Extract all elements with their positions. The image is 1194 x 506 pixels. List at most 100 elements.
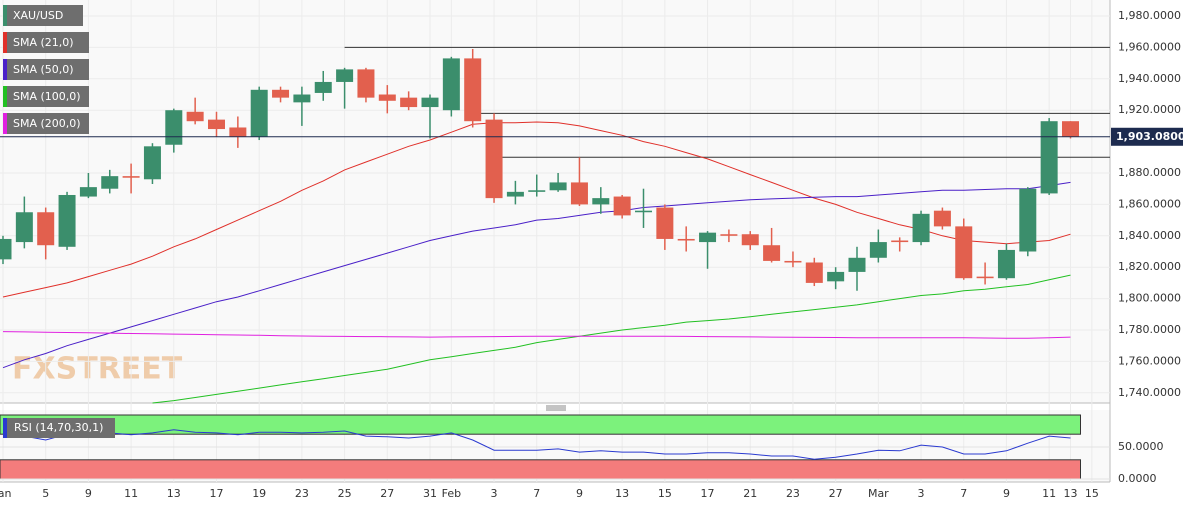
x-tick-label: 3 — [918, 487, 925, 500]
legend-item: SMA (100,0) — [3, 86, 89, 107]
candle-body — [848, 257, 866, 272]
candle-body — [699, 232, 717, 243]
legend-label: SMA (100,0) — [13, 90, 81, 103]
candle-body — [314, 81, 332, 93]
candle-body — [720, 234, 738, 236]
last-price-label: 1,903.0800 — [1116, 130, 1186, 143]
y-tick-label: 1,880.0000 — [1118, 166, 1181, 179]
x-tick-label: 17 — [701, 487, 715, 500]
rsi-tick-label: 50.0000 — [1118, 440, 1164, 453]
legend-item: XAU/USD — [3, 5, 83, 26]
y-tick-label: 1,940.0000 — [1118, 72, 1181, 85]
candle-body — [955, 226, 973, 279]
legend-swatch — [3, 86, 7, 107]
candle-body — [186, 111, 204, 122]
candle-body — [976, 276, 994, 279]
candle-body — [250, 89, 268, 137]
legend-swatch — [3, 418, 7, 438]
x-tick-label: 9 — [1003, 487, 1010, 500]
y-tick-label: 1,860.0000 — [1118, 197, 1181, 210]
x-tick-label: 27 — [380, 487, 394, 500]
x-tick-label: 27 — [829, 487, 843, 500]
candle-body — [208, 119, 225, 130]
candle-body — [891, 240, 909, 243]
candle-body — [933, 210, 951, 227]
legend-label: SMA (21,0) — [13, 36, 74, 49]
x-tick-label: 15 — [658, 487, 672, 500]
legend-box — [3, 32, 89, 53]
candle-body — [549, 182, 567, 191]
x-tick-label: 7 — [533, 487, 540, 500]
legend-box — [3, 418, 115, 438]
legend-box — [3, 59, 89, 80]
candle-body — [464, 58, 482, 122]
candle-body — [570, 182, 588, 205]
y-tick-label: 1,780.0000 — [1118, 323, 1181, 336]
y-tick-label: 1,800.0000 — [1118, 292, 1181, 305]
candle-body — [143, 146, 161, 180]
candle-body — [229, 127, 247, 137]
candle-body — [165, 110, 183, 145]
x-tick-label: 9 — [85, 487, 92, 500]
splitter[interactable] — [546, 405, 566, 411]
x-tick-label: 5 — [42, 487, 49, 500]
main-panel — [0, 0, 1110, 403]
candle-body — [336, 69, 354, 82]
candle-body — [997, 249, 1015, 279]
candle-body — [58, 194, 76, 247]
candle-body — [37, 212, 55, 246]
candle-body — [1062, 121, 1079, 137]
x-tick-label: 13 — [615, 487, 629, 500]
legend-swatch — [3, 5, 7, 26]
x-tick-label: Feb — [442, 487, 461, 500]
x-tick-label: 3 — [491, 487, 498, 500]
watermark: FXSTREET — [12, 352, 183, 387]
legend-swatch — [3, 113, 7, 134]
x-tick-label: 7 — [960, 487, 967, 500]
x-tick-label: 9 — [576, 487, 583, 500]
rsi-line — [2, 429, 1071, 460]
candle-body — [805, 262, 823, 283]
x-tick-label: 23 — [786, 487, 800, 500]
rsi-legend: RSI (14,70,30,1) — [3, 418, 115, 438]
x-tick-label: 23 — [295, 487, 309, 500]
legend-label: XAU/USD — [13, 9, 63, 22]
legend-item: SMA (200,0) — [3, 113, 89, 134]
x-tick-label: 11 — [124, 487, 138, 500]
candle-body — [613, 196, 631, 216]
y-tick-label: 1,760.0000 — [1118, 354, 1181, 367]
legend-item: SMA (21,0) — [3, 32, 89, 53]
sma-line — [2, 121, 1071, 298]
candle-body — [485, 119, 503, 199]
legend-box — [3, 5, 83, 26]
sma-line — [152, 274, 1071, 404]
legend-label: SMA (200,0) — [13, 117, 81, 130]
candle-body — [656, 207, 674, 239]
candle-body — [763, 245, 781, 261]
candle-body — [400, 97, 418, 108]
candle-body — [912, 213, 930, 243]
candle-body — [528, 190, 546, 192]
x-tick-label: Jan — [0, 487, 12, 500]
candle-body — [827, 271, 845, 282]
x-tick-label: Mar — [868, 487, 889, 500]
x-tick-label: 15 — [1085, 487, 1099, 500]
candle-body — [293, 94, 311, 103]
candle-body — [635, 210, 652, 213]
legend-label: SMA (50,0) — [13, 63, 74, 76]
candle-body — [442, 58, 460, 111]
candle-body — [784, 260, 802, 263]
sma-line — [2, 181, 1071, 369]
candle-body — [0, 238, 12, 260]
legend-swatch — [3, 59, 7, 80]
candle-body — [677, 238, 695, 241]
candle-body — [506, 191, 524, 197]
candle-body — [378, 94, 396, 101]
y-tick-label: 1,840.0000 — [1118, 229, 1181, 242]
x-tick-label: 21 — [743, 487, 757, 500]
candle-body — [272, 89, 290, 98]
legend-box — [3, 86, 89, 107]
candle-body — [122, 176, 140, 178]
y-tick-label: 1,960.0000 — [1118, 40, 1181, 53]
